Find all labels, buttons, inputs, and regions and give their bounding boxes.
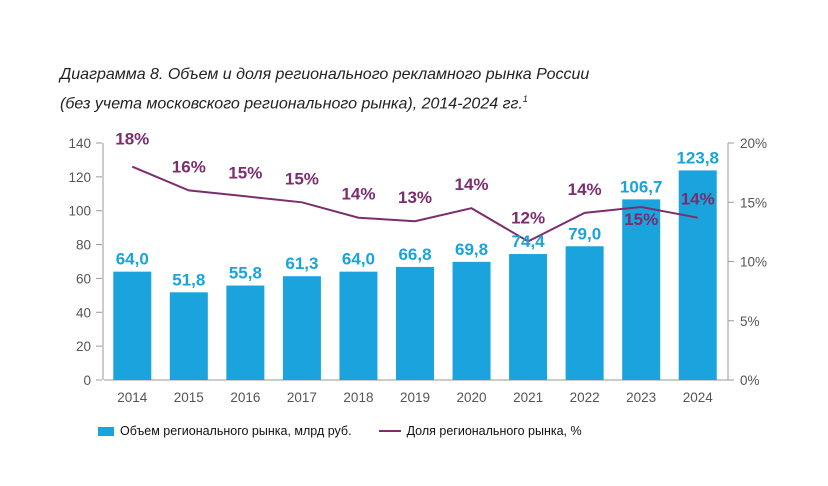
y-left-tick-label: 80 [76,238,91,253]
x-tick-label: 2014 [117,390,148,405]
share-line [131,165,698,243]
x-tick-label: 2017 [287,390,317,405]
legend: Объем регионального рынка, млрд руб. Дол… [98,424,609,438]
line-value-label: 14% [455,175,489,194]
y-right-tick-label: 15% [740,195,767,210]
chart-title-line2-text: (без учета московского регионального рын… [60,95,523,113]
bar-value-label: 64,0 [342,250,375,269]
bar-value-label: 74,4 [512,232,546,251]
x-tick-label: 2023 [626,390,656,405]
bar-value-label: 123,8 [676,148,719,167]
line-value-label: 15% [624,210,658,229]
bar [509,254,548,380]
bar [282,276,321,380]
bar-value-label: 61,3 [285,254,318,273]
legend-item-line: Доля регионального рынка, % [378,424,582,438]
bar [452,261,491,380]
bar [622,199,661,380]
legend-bar-label: Объем регионального рынка, млрд руб. [120,424,352,438]
y-right-tick-label: 5% [740,314,760,329]
line-value-label: 15% [285,169,319,188]
y-left-tick-label: 20 [76,339,91,354]
chart-title-line1: Диаграмма 8. Объем и доля регионального … [60,66,590,83]
y-left-tick-label: 60 [76,271,91,286]
legend-line-label: Доля регионального рынка, % [406,424,582,438]
bar-value-label: 69,8 [455,240,488,259]
x-tick-label: 2021 [513,390,543,405]
x-tick-label: 2019 [400,390,430,405]
bar [226,285,265,380]
bar-value-label: 55,8 [229,264,262,283]
title-footnote: 1 [522,94,528,104]
line-value-label: 12% [511,208,545,227]
bar [678,170,717,380]
y-right-tick-label: 10% [740,255,767,270]
y-left-tick-label: 40 [76,305,91,320]
bar [113,271,152,380]
legend-item-bar: Объем регионального рынка, млрд руб. [98,424,352,438]
y-right-tick-label: 20% [740,136,767,151]
bar [339,271,378,380]
line-value-label: 14% [568,180,602,199]
bar-value-label: 79,0 [568,224,601,243]
legend-bar-swatch [98,426,114,436]
line-value-label: 16% [172,157,206,176]
x-tick-label: 2016 [230,390,260,405]
line-value-label: 14% [341,185,375,204]
x-tick-label: 2022 [570,390,600,405]
x-tick-label: 2024 [683,390,714,405]
y-left-tick-label: 120 [68,170,91,185]
x-tick-label: 2020 [457,390,487,405]
bar [396,266,434,380]
y-left-tick-label: 140 [68,136,91,151]
line-value-label: 13% [398,188,432,207]
chart-title: Диаграмма 8. Объем и доля регионального … [60,62,589,116]
bar-value-label: 51,8 [172,270,205,289]
line-value-label: 15% [228,163,262,182]
line-value-label: 14% [681,190,715,209]
bar-value-label: 66,8 [398,245,431,264]
chart-title-line2: (без учета московского регионального рын… [60,87,589,116]
legend-line-swatch [378,430,401,432]
x-tick-label: 2018 [343,390,373,405]
y-left-tick-label: 0 [83,373,91,388]
bar-value-label: 106,7 [620,177,663,196]
line-value-label: 18% [115,130,149,149]
bar [565,246,604,380]
bar [169,292,208,380]
x-tick-label: 2015 [174,390,204,405]
y-right-tick-label: 0% [740,373,760,388]
bar-value-label: 64,0 [116,250,149,269]
y-left-tick-label: 100 [68,204,91,219]
